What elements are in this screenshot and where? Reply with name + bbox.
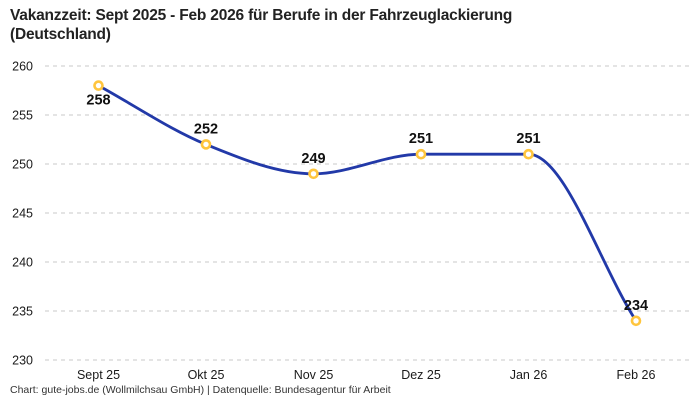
data-point-marker	[93, 80, 104, 91]
x-axis-tick-label: Jan 26	[510, 368, 548, 382]
y-axis-tick-label: 230	[12, 354, 33, 368]
data-point-label: 251	[409, 131, 433, 147]
data-point-marker	[308, 168, 319, 180]
x-axis-tick-label: Okt 25	[188, 368, 225, 382]
data-point-marker	[200, 139, 212, 150]
chart-attribution: Chart: gute-jobs.de (Wollmilchsau GmbH) …	[10, 384, 391, 396]
y-axis-tick-label: 250	[12, 158, 33, 172]
data-point-marker	[630, 315, 642, 327]
y-axis-tick-label: 240	[12, 256, 33, 270]
y-axis-tick-label: 235	[12, 305, 33, 319]
x-axis-tick-label: Nov 25	[294, 368, 334, 382]
data-point-marker	[523, 148, 534, 160]
data-point-label: 258	[86, 93, 110, 109]
data-point-marker	[415, 148, 427, 160]
chart-title: Vakanzzeit: Sept 2025 - Feb 2026 für Ber…	[10, 7, 513, 43]
y-axis-tick-label: 245	[12, 207, 33, 221]
trend-line	[97, 84, 638, 323]
y-axis-tick-label: 260	[12, 60, 33, 74]
x-axis-tick-label: Sept 25	[77, 368, 120, 382]
data-point-label: 249	[301, 151, 325, 167]
data-point-label: 251	[516, 131, 540, 147]
y-axis-tick-label: 255	[12, 109, 33, 123]
x-axis-tick-label: Feb 26	[617, 368, 656, 382]
x-axis-tick-label: Dez 25	[401, 368, 441, 382]
data-point-label: 252	[194, 121, 218, 137]
data-point-label: 234	[624, 298, 648, 314]
